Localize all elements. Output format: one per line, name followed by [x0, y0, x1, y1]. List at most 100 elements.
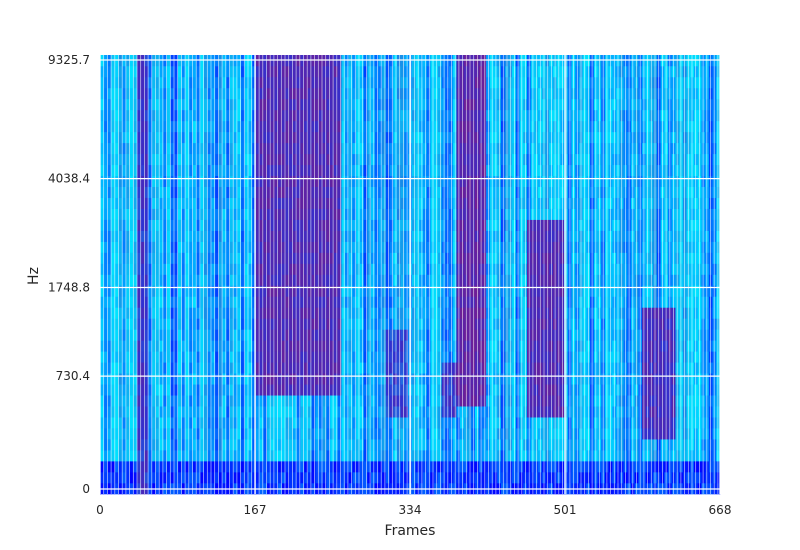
heatmap-cell: [411, 164, 416, 177]
heatmap-cell: [155, 362, 160, 374]
heatmap-cell: [111, 318, 116, 330]
heatmap-cell: [170, 186, 175, 198]
heatmap-cell: [482, 307, 487, 319]
heatmap-cell: [207, 186, 212, 198]
heatmap-cell: [125, 307, 130, 319]
heatmap-cell: [411, 153, 416, 166]
heatmap-cell: [441, 428, 446, 440]
heatmap-cell: [385, 131, 390, 144]
heatmap-cell: [244, 318, 249, 330]
heatmap-cell: [415, 164, 420, 177]
heatmap-cell: [196, 109, 201, 122]
heatmap-cell: [437, 263, 442, 275]
heatmap-cell: [378, 318, 383, 330]
heatmap-cell: [248, 384, 253, 396]
heatmap-cell: [419, 252, 424, 264]
heatmap-cell: [259, 373, 264, 385]
heatmap-cell: [118, 384, 123, 396]
heatmap-cell: [222, 230, 227, 242]
heatmap-cell: [482, 76, 487, 89]
heatmap-cell: [471, 428, 476, 440]
heatmap-cell: [411, 219, 416, 231]
heatmap-cell: [255, 131, 260, 144]
heatmap-cell: [348, 65, 353, 78]
heatmap-cell: [192, 153, 197, 166]
heatmap-cell: [192, 351, 197, 363]
heatmap-cell: [341, 351, 346, 363]
heatmap-cell: [137, 395, 142, 407]
heatmap-cell: [252, 362, 257, 374]
heatmap-cell: [419, 98, 424, 111]
heatmap-cell: [252, 384, 257, 396]
heatmap-cell: [155, 142, 160, 155]
heatmap-cell: [229, 175, 234, 187]
heatmap-cell: [229, 98, 234, 111]
heatmap-cell: [367, 439, 372, 451]
heatmap-cell: [293, 329, 298, 341]
heatmap-cell: [255, 219, 260, 231]
heatmap-cell: [341, 395, 346, 407]
heatmap-cell: [493, 219, 498, 231]
heatmap-cell: [456, 230, 461, 242]
heatmap-cell: [330, 230, 335, 242]
heatmap-cell: [140, 351, 145, 363]
heatmap-cell: [192, 439, 197, 451]
heatmap-cell: [474, 428, 479, 440]
heatmap-cell: [400, 362, 405, 374]
heatmap-cell: [489, 373, 494, 385]
heatmap-cell: [229, 340, 234, 352]
heatmap-cell: [404, 120, 409, 133]
heatmap-cell: [374, 219, 379, 231]
heatmap-cell: [281, 417, 286, 429]
heatmap-cell: [270, 241, 275, 253]
heatmap-cell: [118, 197, 123, 209]
heatmap-cell: [341, 340, 346, 352]
heatmap-cell: [356, 439, 361, 451]
heatmap-cell: [437, 208, 442, 220]
heatmap-cell: [456, 197, 461, 209]
heatmap-cell: [319, 120, 324, 133]
heatmap-cell: [322, 219, 327, 231]
heatmap-cell: [397, 373, 402, 385]
heatmap-cell: [411, 285, 416, 297]
heatmap-cell: [319, 142, 324, 155]
heatmap-cell: [307, 76, 312, 89]
heatmap-cell: [422, 373, 427, 385]
heatmap-cell: [322, 329, 327, 341]
heatmap-cell: [397, 362, 402, 374]
heatmap-cell: [452, 175, 457, 187]
heatmap-cell: [437, 241, 442, 253]
heatmap-cell: [452, 417, 457, 429]
heatmap-cell: [148, 450, 153, 462]
heatmap-cell: [203, 428, 208, 440]
heatmap-cell: [181, 351, 186, 363]
heatmap-cell: [133, 472, 138, 484]
heatmap-cell: [467, 98, 472, 111]
heatmap-cell: [441, 461, 446, 473]
heatmap-cell: [215, 219, 220, 231]
heatmap-cell: [460, 472, 465, 484]
heatmap-cell: [419, 373, 424, 385]
heatmap-cell: [118, 120, 123, 133]
heatmap-cell: [389, 318, 394, 330]
heatmap-cell: [281, 109, 286, 122]
heatmap-cell: [200, 76, 205, 89]
heatmap-cell: [330, 208, 335, 220]
heatmap-cell: [267, 208, 272, 220]
heatmap-cell: [285, 142, 290, 155]
heatmap-cell: [237, 230, 242, 242]
heatmap-cell: [493, 461, 498, 473]
heatmap-cell: [296, 285, 301, 297]
heatmap-cell: [114, 307, 119, 319]
heatmap-cell: [493, 340, 498, 352]
heatmap-cell: [311, 428, 316, 440]
heatmap-cell: [129, 307, 134, 319]
heatmap-cell: [489, 351, 494, 363]
heatmap-cell: [345, 230, 350, 242]
heatmap-cell: [255, 208, 260, 220]
heatmap-cell: [363, 373, 368, 385]
heatmap-cell: [248, 329, 253, 341]
heatmap-cell: [278, 428, 283, 440]
heatmap-cell: [218, 395, 223, 407]
heatmap-cell: [103, 263, 108, 275]
